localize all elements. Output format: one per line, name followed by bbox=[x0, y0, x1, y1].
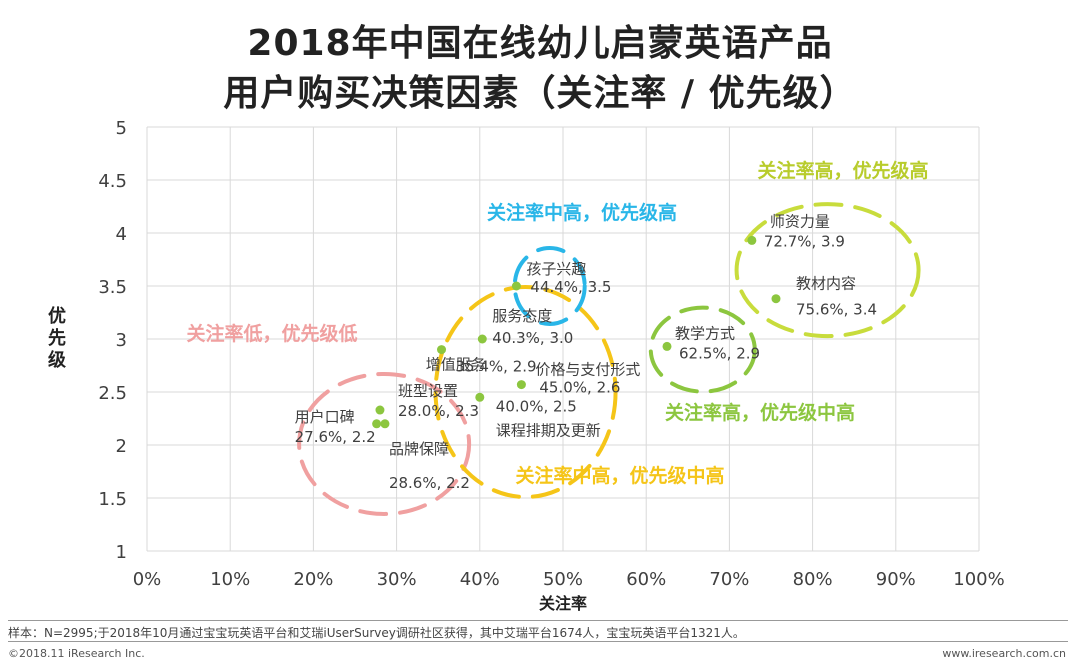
y-tick-label: 3.5 bbox=[98, 277, 127, 298]
point-name-label: 增值服务 bbox=[426, 355, 486, 373]
y-axis-label-char: 优 bbox=[48, 305, 66, 327]
x-tick-label: 0% bbox=[133, 569, 162, 590]
data-point bbox=[511, 281, 521, 291]
group-label: 关注率高，优先级高 bbox=[757, 159, 928, 182]
point-name-label: 品牌保障 bbox=[389, 440, 449, 458]
x-tick-label: 30% bbox=[377, 569, 417, 590]
x-tick-label: 50% bbox=[543, 569, 583, 590]
group-label: 关注率中高，优先级高 bbox=[487, 201, 677, 224]
data-point bbox=[475, 392, 485, 402]
y-tick-label: 5 bbox=[116, 118, 127, 139]
point-value-label: 62.5%, 2.9 bbox=[679, 344, 760, 362]
group-ellipse bbox=[734, 202, 921, 339]
point-value-label: 27.6%, 2.2 bbox=[295, 428, 376, 446]
group-label: 关注率高，优先级中高 bbox=[665, 401, 855, 424]
group-ellipse bbox=[297, 371, 472, 516]
point-value-label: 75.6%, 3.4 bbox=[796, 301, 877, 319]
data-point bbox=[747, 235, 757, 245]
point-name-label: 课程排期及更新 bbox=[496, 421, 601, 439]
group-ellipse bbox=[512, 246, 587, 326]
point-name-label: 用户口碑 bbox=[295, 408, 355, 426]
point-value-label: 28.0%, 2.3 bbox=[398, 402, 479, 420]
group-ellipse bbox=[648, 305, 757, 394]
data-point bbox=[516, 380, 526, 390]
x-axis-label: 关注率 bbox=[539, 594, 587, 613]
point-value-label: 40.0%, 2.5 bbox=[496, 397, 577, 415]
point-value-label: 28.6%, 2.2 bbox=[389, 474, 470, 492]
data-point bbox=[771, 294, 781, 304]
y-axis-label-char: 级 bbox=[48, 349, 67, 371]
point-name-label: 价格与支付形式 bbox=[535, 361, 640, 379]
data-point bbox=[375, 405, 385, 415]
point-name-label: 师资力量 bbox=[770, 212, 830, 230]
scatter-chart: 0% 10% 20% 30% 40% 50% 60% 70% 80% 90% 100% 1 1.5 2 2.… bbox=[48, 118, 1005, 613]
x-tick-label: 40% bbox=[460, 569, 500, 590]
group-ellipse bbox=[433, 285, 618, 499]
y-tick-label: 1.5 bbox=[98, 489, 127, 510]
point-name-label: 教学方式 bbox=[675, 324, 735, 342]
x-tick-label: 20% bbox=[293, 569, 333, 590]
data-point bbox=[380, 419, 390, 429]
data-point bbox=[477, 334, 487, 344]
y-tick-label: 3 bbox=[116, 330, 127, 351]
y-tick-label: 2 bbox=[116, 436, 127, 457]
data-point bbox=[437, 345, 447, 355]
x-tick-label: 100% bbox=[953, 569, 1004, 590]
point-value-label: 72.7%, 3.9 bbox=[764, 232, 845, 250]
point-value-label: 35.4%, 2.9 bbox=[456, 358, 537, 376]
point-value-label: 45.0%, 2.6 bbox=[539, 379, 620, 397]
data-point bbox=[662, 341, 672, 351]
chart-title-line1: 2018年中国在线幼儿启蒙英语产品 bbox=[247, 23, 833, 64]
point-name-label: 孩子兴趣 bbox=[526, 260, 586, 278]
x-tick-label: 90% bbox=[876, 569, 916, 590]
sample-note: 样本：N=2995;于2018年10月通过宝宝玩英语平台和艾瑞iUserSurv… bbox=[8, 626, 745, 640]
website: www.iresearch.com.cn bbox=[942, 647, 1066, 660]
x-tick-label: 60% bbox=[626, 569, 666, 590]
point-name-label: 服务态度 bbox=[492, 307, 552, 325]
point-name-label: 班型设置 bbox=[398, 382, 458, 400]
point-name-label: 教材内容 bbox=[796, 275, 856, 293]
x-tick-label: 80% bbox=[793, 569, 833, 590]
copyright: ©2018.11 iResearch Inc. bbox=[8, 647, 145, 660]
y-tick-label: 4.5 bbox=[98, 171, 127, 192]
x-tick-label: 10% bbox=[210, 569, 250, 590]
group-label: 关注率中高，优先级中高 bbox=[515, 464, 724, 487]
footer-divider-bottom bbox=[8, 641, 1068, 642]
point-value-label: 40.3%, 3.0 bbox=[492, 329, 573, 347]
data-point bbox=[372, 419, 382, 429]
y-tick-label: 4 bbox=[116, 224, 127, 245]
point-value-label: 44.4%, 3.5 bbox=[530, 278, 611, 296]
y-axis-label-char: 先 bbox=[48, 327, 66, 349]
chart-title-line2: 用户购买决策因素（关注率 / 优先级） bbox=[223, 73, 857, 114]
y-tick-label: 2.5 bbox=[98, 383, 127, 404]
group-label: 关注率低，优先级低 bbox=[186, 322, 357, 345]
y-tick-label: 1 bbox=[116, 542, 127, 563]
footer-divider-top bbox=[8, 620, 1068, 621]
x-tick-label: 70% bbox=[709, 569, 749, 590]
